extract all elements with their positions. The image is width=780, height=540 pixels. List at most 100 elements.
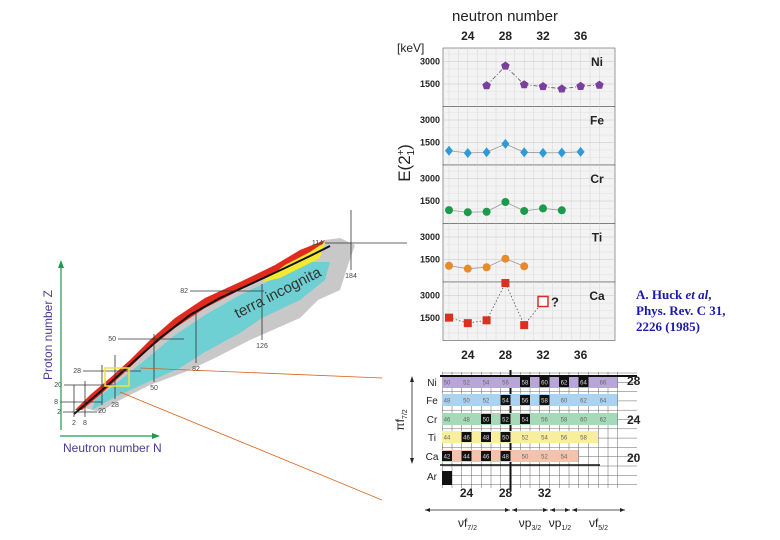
- arrowhead-down-icon: [410, 458, 414, 464]
- stable-cell-cr50: [481, 414, 491, 424]
- mass-label-cr46: 46: [444, 418, 451, 424]
- mass-label-ti54: 54: [541, 436, 548, 442]
- data-point-fe-n24: [463, 148, 472, 158]
- magic-z-label-20: 20: [54, 382, 62, 389]
- y-tick-fe-3000: 3000: [420, 115, 440, 125]
- data-point-fe-n32: [539, 147, 547, 158]
- data-point-fe-n36: [576, 146, 585, 157]
- mass-label-fe56: 56: [522, 399, 529, 405]
- mass-label-ti56: 56: [561, 436, 568, 442]
- magic-n-label-126: 126: [256, 343, 268, 350]
- data-point-fe-n22: [445, 145, 453, 156]
- data-point-ni-n28: [501, 61, 510, 70]
- magic-z-right-24: 24: [627, 413, 641, 427]
- arrowhead-right-icon: [543, 508, 548, 512]
- neutron-orbital-sub: 1/2: [561, 525, 571, 532]
- mass-label-ti46: 46: [463, 436, 470, 442]
- grid-n-tick-32: 32: [538, 486, 552, 500]
- y-tick-ni-3000: 3000: [420, 57, 440, 67]
- proton-orbital-sub: 7/2: [402, 409, 409, 419]
- stable-cell-ni58: [520, 377, 530, 387]
- mass-label-ca48: 48: [502, 455, 509, 461]
- data-point-cr-n32: [539, 204, 547, 213]
- arrowhead-right-icon: [565, 508, 570, 512]
- mass-label-ti48: 48: [483, 436, 490, 442]
- data-point-ti-n24: [463, 264, 472, 273]
- mass-label-ni62: 62: [561, 381, 568, 387]
- mass-label-ni64: 64: [580, 381, 587, 387]
- mass-label-fe58: 58: [541, 399, 548, 405]
- data-point-ca-n24: [463, 319, 472, 328]
- mass-label-fe54: 54: [502, 399, 509, 405]
- panel-frame: [442, 47, 616, 107]
- mass-label-cr50: 50: [483, 418, 490, 424]
- magic-z-label-114: 114: [312, 240, 323, 247]
- data-point-ti-n30: [520, 262, 529, 271]
- neutron-orbital-sub: 7/2: [467, 525, 477, 532]
- stable-cell-ca44: [461, 451, 472, 461]
- zoom-line-top: [139, 367, 383, 379]
- mass-label-ni60: 60: [541, 381, 548, 387]
- data-point-ca-n22: [445, 313, 453, 322]
- magic-z-label-50: 50: [108, 336, 116, 343]
- mass-label-cr56: 56: [541, 418, 548, 424]
- series-label-cr: Cr: [590, 172, 604, 186]
- data-point-fe-n28: [501, 138, 510, 149]
- magic-z-label-82: 82: [180, 288, 188, 295]
- mass-label-cr48: 48: [463, 418, 470, 424]
- data-point-ni-n36: [576, 81, 585, 90]
- neutron-orbital-label-0: νf7/2: [458, 516, 477, 532]
- mass-label-ca50: 50: [522, 455, 529, 461]
- stable-cell-ti50: [500, 432, 511, 442]
- data-point-ni-n34: [557, 84, 567, 93]
- mass-label-fe52: 52: [483, 399, 490, 405]
- y-label-close: ): [395, 144, 414, 150]
- mass-label-ni50: 50: [444, 381, 451, 387]
- magic-n-label-8: 8: [83, 420, 87, 427]
- n-axis-arrowhead-icon: [152, 433, 160, 439]
- x-tick-bottom-24: 24: [461, 348, 475, 362]
- stable-cell-ni62: [559, 377, 569, 387]
- stable-cell-ar: [442, 471, 452, 485]
- stable-cell-cr54: [520, 414, 530, 424]
- uncertain-question-mark: ?: [551, 295, 559, 310]
- stable-cell-fe58: [539, 395, 550, 405]
- y-tick-ca-3000: 3000: [420, 291, 440, 301]
- series-label-ni: Ni: [591, 55, 603, 69]
- mass-label-ni52: 52: [463, 381, 470, 387]
- mass-label-cr58: 58: [561, 418, 568, 424]
- y-tick-ti-1500: 1500: [420, 255, 440, 265]
- mass-label-ca42: 42: [444, 455, 451, 461]
- mass-label-ca54: 54: [561, 455, 568, 461]
- grid-n-tick-24: 24: [460, 486, 474, 500]
- stable-cell-fe56: [520, 395, 530, 405]
- series-label-ca: Ca: [589, 289, 605, 303]
- magic-n-label-82: 82: [192, 366, 200, 373]
- mass-label-fe50: 50: [463, 399, 470, 405]
- mass-label-ti52: 52: [522, 436, 529, 442]
- mass-label-fe60: 60: [561, 399, 568, 405]
- arrowhead-left-icon: [572, 508, 577, 512]
- y-tick-ti-3000: 3000: [420, 232, 440, 242]
- panel-ni: [442, 47, 616, 107]
- stable-cell-ni64: [578, 377, 589, 387]
- stable-cell-ca46: [481, 451, 491, 461]
- y-unit-label: [keV]: [397, 41, 424, 55]
- panel-frame: [442, 281, 616, 341]
- series-label-ti: Ti: [592, 231, 602, 245]
- row-label-ca: Ca: [426, 452, 439, 463]
- z-axis-label: Proton number Z: [41, 290, 55, 380]
- x-tick-bottom-36: 36: [574, 348, 588, 362]
- neutron-orbital-label-3: νf5/2: [589, 516, 608, 532]
- row-label-ti: Ti: [428, 433, 436, 444]
- data-point-ca-n30: [520, 321, 529, 330]
- x-tick-bottom-28: 28: [499, 348, 513, 362]
- panel-ti: [442, 223, 616, 283]
- mass-label-ni66: 66: [600, 381, 607, 387]
- zoom-line-bottom: [119, 391, 383, 501]
- mass-label-cr54: 54: [522, 418, 529, 424]
- data-point-ti-n26: [482, 263, 491, 272]
- data-point-ti-n22: [445, 261, 453, 270]
- citation-journal: Phys. Rev. C 31,: [636, 303, 726, 318]
- y-tick-fe-1500: 1500: [420, 138, 440, 148]
